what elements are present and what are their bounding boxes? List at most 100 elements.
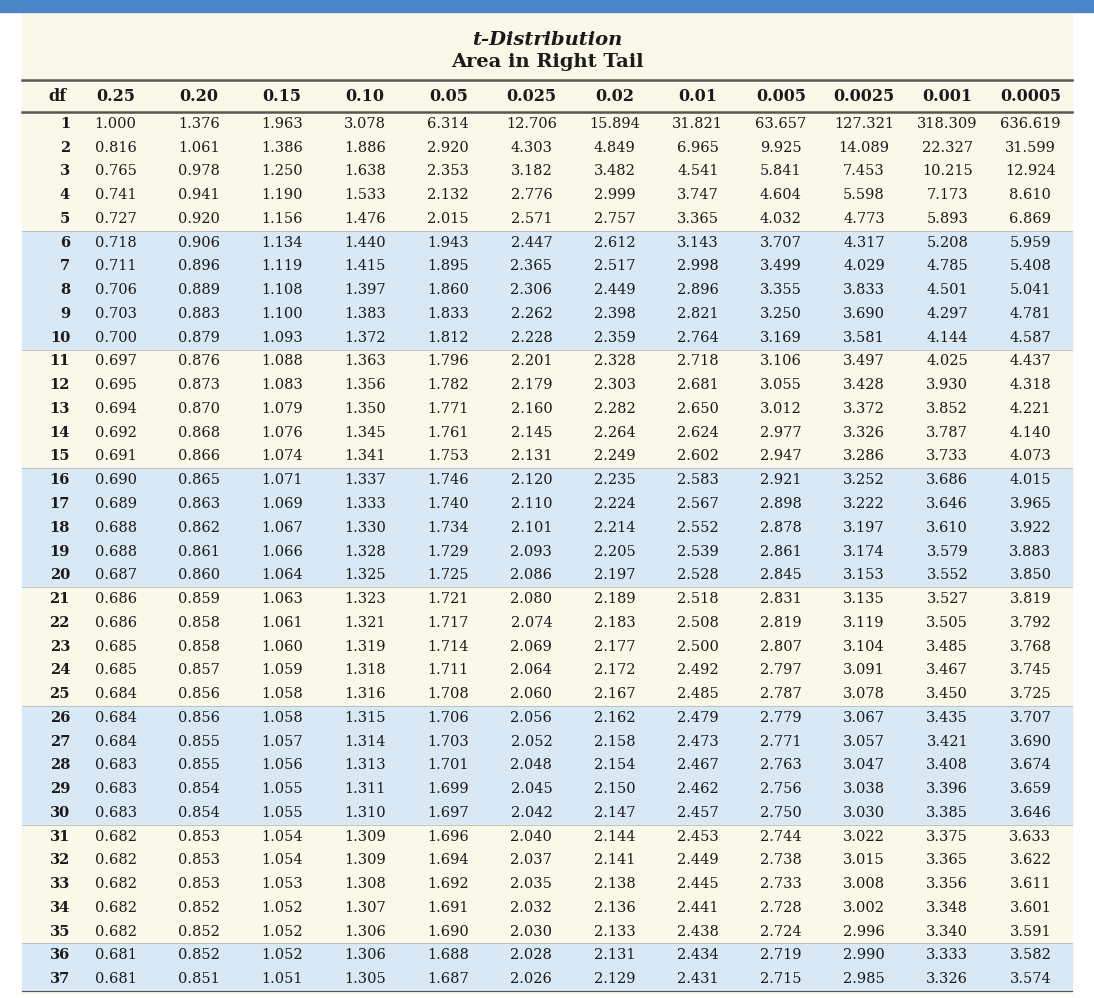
Text: 3.497: 3.497 bbox=[843, 354, 885, 368]
Text: 1.056: 1.056 bbox=[261, 758, 303, 772]
Text: 3.078: 3.078 bbox=[345, 117, 386, 131]
Text: 3.333: 3.333 bbox=[927, 948, 968, 962]
Text: 0.876: 0.876 bbox=[177, 354, 220, 368]
Text: 28: 28 bbox=[49, 758, 70, 772]
Text: 2.136: 2.136 bbox=[594, 901, 636, 915]
Text: 14.089: 14.089 bbox=[839, 141, 889, 155]
Text: 3.833: 3.833 bbox=[843, 283, 885, 297]
Text: 3.499: 3.499 bbox=[760, 259, 802, 273]
Text: 2.048: 2.048 bbox=[511, 758, 552, 772]
Text: 3: 3 bbox=[60, 165, 70, 179]
Bar bbox=[22, 136, 1072, 160]
Text: 2.064: 2.064 bbox=[511, 664, 552, 678]
Bar bbox=[22, 254, 1072, 278]
Text: 2.042: 2.042 bbox=[511, 805, 552, 819]
Text: 3.067: 3.067 bbox=[843, 711, 885, 725]
Text: 6: 6 bbox=[60, 236, 70, 250]
Text: 4.303: 4.303 bbox=[511, 141, 552, 155]
Text: 0.866: 0.866 bbox=[177, 449, 220, 463]
Text: 1.060: 1.060 bbox=[261, 640, 303, 654]
Text: 2.158: 2.158 bbox=[594, 735, 636, 748]
Text: 3.745: 3.745 bbox=[1010, 664, 1051, 678]
Text: 2.485: 2.485 bbox=[677, 687, 719, 701]
Text: 0.682: 0.682 bbox=[94, 924, 137, 938]
Text: 3.707: 3.707 bbox=[760, 236, 802, 250]
Bar bbox=[0, 0, 1094, 12]
Text: 1.058: 1.058 bbox=[261, 711, 303, 725]
Text: 9: 9 bbox=[60, 307, 70, 321]
Text: 2.744: 2.744 bbox=[760, 829, 802, 843]
Text: 0.700: 0.700 bbox=[94, 330, 137, 344]
Text: 3.055: 3.055 bbox=[760, 378, 802, 392]
Text: 2.328: 2.328 bbox=[594, 354, 636, 368]
Text: 2.552: 2.552 bbox=[677, 521, 719, 535]
Text: 3.633: 3.633 bbox=[1010, 829, 1051, 843]
Text: 3.015: 3.015 bbox=[843, 853, 885, 867]
Text: 0.854: 0.854 bbox=[178, 782, 220, 796]
Bar bbox=[22, 468, 1072, 492]
Text: 0.686: 0.686 bbox=[94, 592, 137, 606]
Text: 1.717: 1.717 bbox=[428, 616, 469, 630]
Text: 2.056: 2.056 bbox=[511, 711, 552, 725]
Text: 2.144: 2.144 bbox=[594, 829, 636, 843]
Text: 3.768: 3.768 bbox=[1010, 640, 1051, 654]
Text: 2.624: 2.624 bbox=[677, 426, 719, 440]
Text: 1.054: 1.054 bbox=[261, 829, 303, 843]
Text: 0.860: 0.860 bbox=[177, 568, 220, 582]
Text: 10: 10 bbox=[49, 330, 70, 344]
Text: 1.308: 1.308 bbox=[345, 877, 386, 891]
Text: 1.318: 1.318 bbox=[345, 664, 386, 678]
Text: 3.182: 3.182 bbox=[511, 165, 552, 179]
Text: 1.688: 1.688 bbox=[428, 948, 469, 962]
Text: df: df bbox=[48, 88, 66, 105]
Text: 2.920: 2.920 bbox=[428, 141, 469, 155]
Text: 2.147: 2.147 bbox=[594, 805, 636, 819]
Text: 1.725: 1.725 bbox=[428, 568, 469, 582]
Text: t-Distribution: t-Distribution bbox=[472, 31, 622, 49]
Text: 0.855: 0.855 bbox=[178, 758, 220, 772]
Text: 3.965: 3.965 bbox=[1010, 497, 1051, 511]
Text: 0.906: 0.906 bbox=[177, 236, 220, 250]
Text: 5: 5 bbox=[60, 212, 70, 226]
Text: 2.681: 2.681 bbox=[677, 378, 719, 392]
Text: 1.476: 1.476 bbox=[345, 212, 386, 226]
Text: 2.359: 2.359 bbox=[594, 330, 636, 344]
Text: 4.015: 4.015 bbox=[1010, 473, 1051, 487]
Text: 2.262: 2.262 bbox=[511, 307, 552, 321]
Text: 0.873: 0.873 bbox=[177, 378, 220, 392]
Text: 1.055: 1.055 bbox=[261, 782, 303, 796]
Text: 2.750: 2.750 bbox=[760, 805, 802, 819]
Text: 0.001: 0.001 bbox=[922, 88, 973, 105]
Text: 5.893: 5.893 bbox=[927, 212, 968, 226]
Text: 3.622: 3.622 bbox=[1010, 853, 1051, 867]
Text: 3.450: 3.450 bbox=[927, 687, 968, 701]
Bar bbox=[22, 325, 1072, 349]
Text: 3.747: 3.747 bbox=[677, 189, 719, 203]
Text: 22: 22 bbox=[49, 616, 70, 630]
Text: 37: 37 bbox=[49, 972, 70, 986]
Text: 2.093: 2.093 bbox=[511, 545, 552, 559]
Text: 2.131: 2.131 bbox=[594, 948, 636, 962]
Text: 3.372: 3.372 bbox=[843, 402, 885, 416]
Text: 2.921: 2.921 bbox=[760, 473, 802, 487]
Text: 2.141: 2.141 bbox=[594, 853, 636, 867]
Text: 3.792: 3.792 bbox=[1010, 616, 1051, 630]
Text: 0.0005: 0.0005 bbox=[1000, 88, 1061, 105]
Text: 2.539: 2.539 bbox=[677, 545, 719, 559]
Text: 2.724: 2.724 bbox=[760, 924, 802, 938]
Bar bbox=[22, 824, 1072, 848]
Text: 3.119: 3.119 bbox=[843, 616, 885, 630]
Text: 2.861: 2.861 bbox=[760, 545, 802, 559]
Text: 3.610: 3.610 bbox=[927, 521, 968, 535]
Text: 0.859: 0.859 bbox=[178, 592, 220, 606]
Text: 2.138: 2.138 bbox=[594, 877, 636, 891]
Text: 3.690: 3.690 bbox=[1010, 735, 1051, 748]
Text: 318.309: 318.309 bbox=[917, 117, 978, 131]
Text: 0.25: 0.25 bbox=[96, 88, 135, 105]
Text: 2.365: 2.365 bbox=[511, 259, 552, 273]
Text: 0.685: 0.685 bbox=[94, 664, 137, 678]
Text: 2.235: 2.235 bbox=[594, 473, 636, 487]
Text: 1.321: 1.321 bbox=[345, 616, 386, 630]
Text: 0.718: 0.718 bbox=[95, 236, 137, 250]
Bar bbox=[22, 564, 1072, 587]
